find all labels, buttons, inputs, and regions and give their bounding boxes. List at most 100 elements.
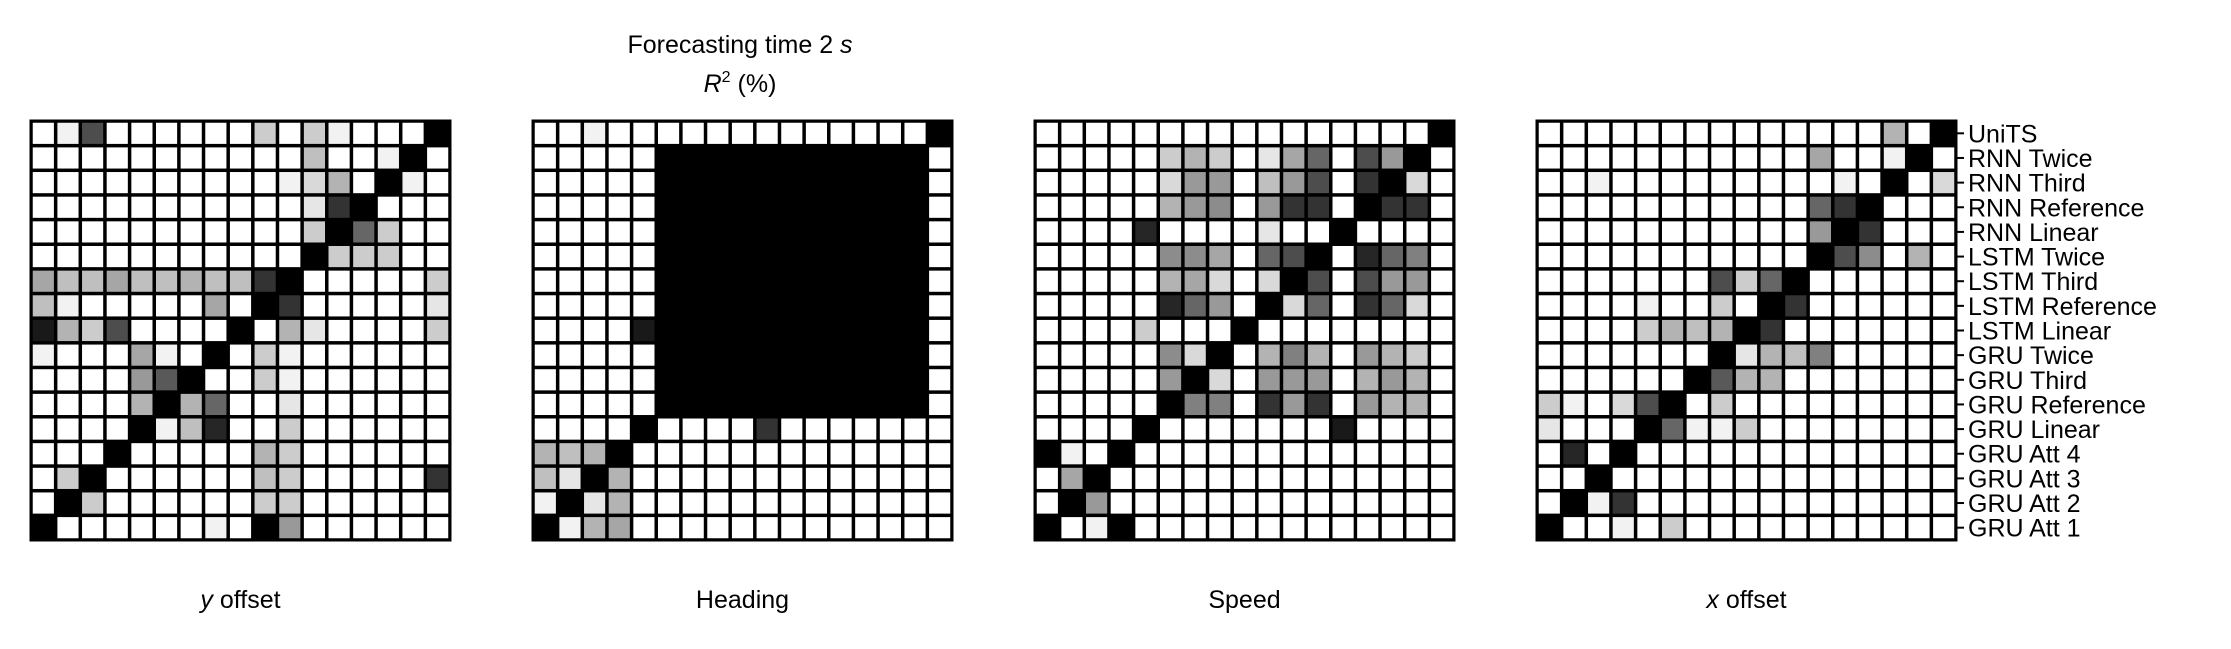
heatmap-cell <box>929 270 951 292</box>
heatmap-cell <box>57 517 79 539</box>
heatmap-cell <box>1061 443 1083 465</box>
heatmap-cell <box>1406 369 1428 391</box>
heatmap-cell <box>830 319 852 342</box>
heatmap-cell <box>904 492 926 514</box>
heatmap-cell <box>229 467 252 489</box>
heatmap-cell <box>1159 319 1182 342</box>
heatmap-cell <box>1834 443 1856 465</box>
heatmap-cell <box>731 393 754 416</box>
heatmap-cell <box>402 418 424 440</box>
heatmap-cell <box>1612 467 1634 489</box>
heatmap-cell <box>855 147 877 169</box>
heatmap-cell <box>1406 344 1428 366</box>
heatmap-cell <box>707 196 729 218</box>
heatmap-cell <box>1834 196 1856 218</box>
heatmap-cell <box>1086 172 1108 194</box>
heatmap-cell <box>1036 393 1058 416</box>
heatmap-cell <box>1110 122 1132 144</box>
heatmap-cell <box>1086 270 1108 292</box>
heatmap-cell <box>303 196 326 218</box>
heatmap-cell <box>1563 122 1585 144</box>
heatmap-cell <box>1661 122 1684 144</box>
heatmap-cell <box>328 196 350 218</box>
heatmap-cell <box>855 492 877 514</box>
heatmap-cell <box>1859 270 1881 292</box>
heatmap-cell <box>155 369 178 391</box>
heatmap-cell <box>229 147 252 169</box>
heatmap-cell <box>879 147 901 169</box>
heatmap-cell <box>1086 443 1108 465</box>
heatmap-cell <box>731 245 754 268</box>
heatmap-cell <box>1735 270 1758 292</box>
heatmap-cell <box>427 245 449 268</box>
heatmap-cell <box>106 319 128 342</box>
heatmap-cell <box>1307 369 1330 391</box>
heatmap-cell <box>1538 245 1560 268</box>
heatmap-cell <box>1563 517 1585 539</box>
heatmap-cell <box>633 245 655 268</box>
heatmap-cell <box>1381 122 1403 144</box>
heatmap-cell <box>1184 295 1206 317</box>
heatmap-cell <box>1283 122 1305 144</box>
heatmap-cell <box>929 492 951 514</box>
heatmap-cell <box>1283 369 1305 391</box>
heatmap-cell <box>1431 418 1453 440</box>
heatmap-cell <box>633 122 655 144</box>
heatmap-cell <box>1061 344 1083 366</box>
heatmap-cell <box>82 393 104 416</box>
heatmap-cell <box>1381 319 1403 342</box>
heatmap-cell <box>805 369 828 391</box>
heatmap-cell <box>879 221 901 243</box>
heatmap-cell <box>1933 344 1955 366</box>
heatmap-cell <box>657 443 680 465</box>
heatmap-cell <box>229 517 252 539</box>
heatmap-cell <box>427 295 449 317</box>
heatmap-cell <box>1859 418 1881 440</box>
heatmap-cell <box>229 295 252 317</box>
heatmap-cell <box>1686 147 1708 169</box>
heatmap-cell <box>1061 196 1083 218</box>
heatmap-cell <box>1735 517 1758 539</box>
heatmap-cell <box>254 295 276 317</box>
heatmap-cell <box>1283 147 1305 169</box>
heatmap-cell <box>1381 492 1403 514</box>
heatmap-cell <box>1233 221 1256 243</box>
heatmap-cell <box>1233 467 1256 489</box>
heatmap-cell <box>1357 443 1379 465</box>
panel-xlabel-text: offset <box>1719 586 1787 614</box>
heatmap-cell <box>279 270 301 292</box>
heatmap-cell <box>584 517 606 539</box>
heatmap-cell <box>1184 270 1206 292</box>
heatmap-cell <box>353 147 375 169</box>
heatmap-cell <box>1637 245 1659 268</box>
heatmap-cell <box>1637 517 1659 539</box>
heatmap-cell <box>682 492 704 514</box>
heatmap-cell <box>155 270 178 292</box>
heatmap-cell <box>303 122 326 144</box>
heatmap-cell <box>180 393 202 416</box>
heatmap-cell <box>427 418 449 440</box>
heatmap-cell <box>402 147 424 169</box>
heatmap-cell <box>131 295 153 317</box>
heatmap-cell <box>929 443 951 465</box>
heatmap-cell <box>1834 147 1856 169</box>
heatmap-cell <box>1209 418 1231 440</box>
heatmap-cell <box>155 467 178 489</box>
heatmap-cell <box>82 295 104 317</box>
model-label: GRU Att 3 <box>1968 465 2081 493</box>
heatmap-cell <box>1637 467 1659 489</box>
heatmap-cell <box>608 122 630 144</box>
heatmap-cell <box>1637 319 1659 342</box>
heatmap-cell <box>1859 492 1881 514</box>
heatmap-cell <box>559 443 581 465</box>
heatmap-cell <box>279 517 301 539</box>
panel-xlabel: x offset <box>1705 586 1786 614</box>
model-label: RNN Twice <box>1968 145 2093 173</box>
heatmap-cell <box>805 245 828 268</box>
heatmap-cell <box>328 517 350 539</box>
heatmap-cell <box>756 295 778 317</box>
heatmap-cell <box>1686 172 1708 194</box>
heatmap-cell <box>1612 172 1634 194</box>
heatmap-cell <box>155 295 178 317</box>
heatmap-cell <box>830 418 852 440</box>
